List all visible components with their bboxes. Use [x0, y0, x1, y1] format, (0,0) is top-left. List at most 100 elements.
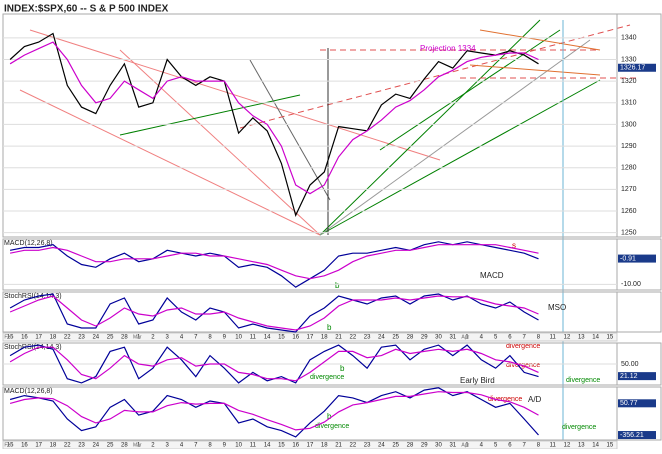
date-axis: [2, 332, 618, 342]
x-tick-label: 16: [21, 443, 28, 449]
y-tick-label: 1320: [621, 78, 637, 85]
x-tick-label: 31: [449, 335, 456, 341]
trendline: [239, 24, 631, 129]
x-tick-label: 3: [166, 443, 170, 449]
x-tick-label: 7: [194, 443, 198, 449]
x-tick-label: 28: [121, 443, 128, 449]
annotation: b: [327, 412, 332, 421]
x-tick-label: 22: [64, 443, 71, 449]
y-tick-label: 1310: [621, 100, 637, 107]
x-tick-label: 17: [307, 335, 314, 341]
annotation: MSO: [548, 303, 566, 312]
x-tick-label: 21: [335, 443, 342, 449]
x-tick-label: 7: [523, 335, 527, 341]
x-tick-label: 16: [21, 335, 28, 341]
x-tick-label: 1: [465, 335, 469, 341]
x-tick-label: 10: [235, 335, 242, 341]
series-line: [9, 244, 539, 280]
x-tick-label: 2: [151, 335, 155, 341]
annotation: divergence: [310, 374, 344, 381]
series-line: [9, 391, 539, 431]
x-tick-label: 30: [435, 443, 442, 449]
x-tick-label: 22: [64, 335, 71, 341]
x-tick-label: 24: [378, 443, 385, 449]
month-label: Mar: [133, 442, 142, 448]
x-tick-label: 24: [378, 335, 385, 341]
x-tick-label: 13: [578, 443, 585, 449]
value-tag: [618, 254, 656, 263]
x-tick-label: 17: [307, 443, 314, 449]
x-tick-label: 24: [92, 443, 99, 449]
month-label: Apr: [461, 442, 469, 448]
x-tick-label: 11: [250, 335, 257, 341]
annotation: A/D: [528, 395, 542, 404]
annotation: divergence: [562, 424, 596, 431]
x-tick-label: 12: [564, 443, 571, 449]
x-tick-label: 29: [421, 335, 428, 341]
y-tick-label: 1280: [621, 165, 637, 172]
x-tick-label: 15: [7, 335, 14, 341]
x-tick-label: 18: [321, 335, 328, 341]
x-tick-label: 25: [392, 335, 399, 341]
axis-frame: [616, 238, 662, 291]
value-tag: [618, 431, 656, 440]
annotation: divergence: [506, 343, 540, 350]
x-tick-label: 14: [264, 335, 271, 341]
x-tick-label: 7: [523, 443, 527, 449]
value-tag: [618, 63, 656, 72]
trendline: [119, 94, 301, 136]
x-tick-label: 1: [137, 335, 141, 341]
y-tick-label: 1340: [621, 35, 637, 42]
annotation: Early Bird: [460, 376, 495, 385]
month-label: Apr: [461, 334, 469, 340]
trendline: [29, 29, 441, 161]
x-tick-label: 15: [278, 443, 285, 449]
x-tick-label: 7: [194, 335, 198, 341]
x-tick-label: 23: [78, 335, 85, 341]
value-tag: [618, 399, 656, 408]
x-tick-label: 10: [235, 443, 242, 449]
panel-title: MACD(12,26,8): [4, 388, 53, 395]
month-label: Feb: [4, 442, 13, 448]
x-tick-label: 18: [50, 335, 57, 341]
x-tick-label: 8: [208, 443, 212, 449]
series-line: [9, 387, 539, 438]
trendline: [319, 79, 601, 236]
y-tick-label: 1260: [621, 208, 637, 215]
x-tick-label: 3: [166, 335, 170, 341]
chart-title: INDEX:$SPX,60 -- S & P 500 INDEX: [4, 4, 169, 15]
x-tick-label: 6: [508, 335, 512, 341]
x-tick-label: 17: [35, 335, 42, 341]
annotation: Projection 1334: [420, 44, 476, 53]
x-tick-label: 24: [92, 335, 99, 341]
x-tick-label: 14: [592, 335, 599, 341]
x-tick-label: 25: [107, 335, 114, 341]
x-tick-label: 2: [151, 443, 155, 449]
y-tick-label: 1330: [621, 56, 637, 63]
x-tick-label: 8: [537, 443, 541, 449]
x-tick-label: 21: [335, 335, 342, 341]
panel-title: StochRSI(14,14,3): [4, 293, 62, 300]
x-tick-label: 15: [607, 335, 614, 341]
x-tick-label: 28: [121, 335, 128, 341]
x-tick-label: 8: [208, 335, 212, 341]
annotation: b: [340, 364, 345, 373]
annotation: divergence: [315, 423, 349, 430]
value-tag-label: -356.21: [620, 432, 644, 439]
x-tick-label: 28: [407, 335, 414, 341]
axis-frame: [616, 291, 662, 333]
x-tick-label: 15: [607, 443, 614, 449]
series-line: [9, 346, 539, 382]
x-tick-label: 13: [578, 335, 585, 341]
x-tick-label: 28: [407, 443, 414, 449]
x-tick-label: 23: [78, 443, 85, 449]
panel-title: MACD(12,26,8): [4, 240, 53, 247]
trendline: [469, 64, 601, 76]
x-tick-label: 22: [349, 443, 356, 449]
x-tick-label: 4: [180, 443, 184, 449]
annotation: MACD: [480, 271, 504, 280]
y-tick-label: 1270: [621, 186, 637, 193]
x-tick-label: 12: [564, 335, 571, 341]
value-tag: [618, 372, 656, 381]
month-label: Feb: [4, 334, 13, 340]
